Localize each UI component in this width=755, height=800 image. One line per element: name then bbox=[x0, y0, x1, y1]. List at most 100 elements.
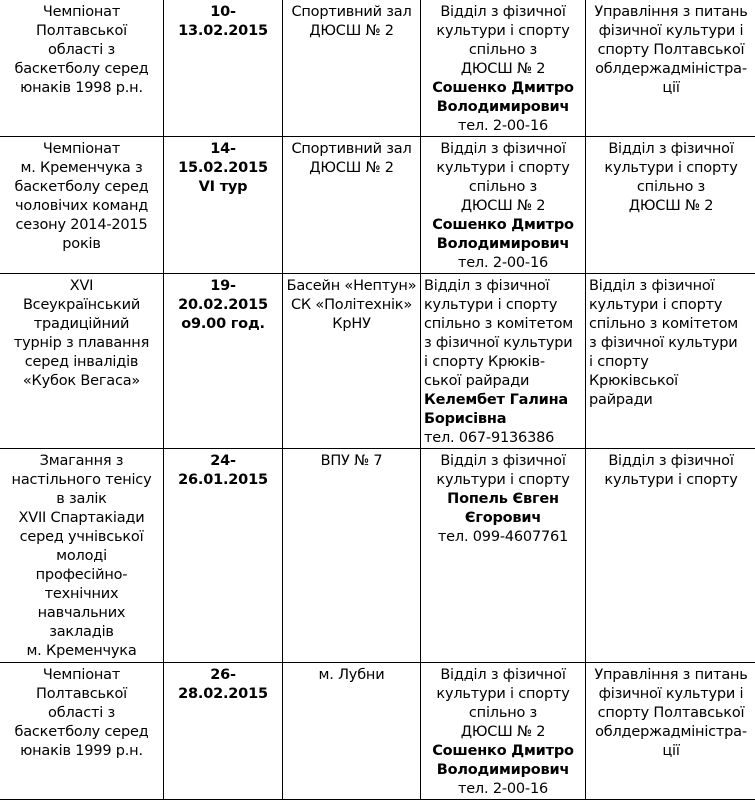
responsible-cell-line: з фізичної культури bbox=[424, 334, 582, 353]
responsible-cell-line: Відділ з фізичної bbox=[424, 452, 582, 471]
event-cell-line: області з bbox=[3, 41, 160, 60]
place-cell-line: Басейн «Нептун» bbox=[286, 277, 417, 296]
event-cell-line: «Кубок Вегаса» bbox=[3, 372, 160, 391]
organizer-cell-line: ції bbox=[589, 79, 753, 98]
organizer-cell-line: спільно з комітетом bbox=[589, 315, 753, 334]
place-cell-line: Спортивний зал bbox=[286, 140, 417, 159]
event-cell-line: м. Кременчука з bbox=[3, 159, 160, 178]
event-cell-line: серед інвалідів bbox=[3, 353, 160, 372]
event-cell-line: області з bbox=[3, 704, 160, 723]
organizer-cell-line: з фізичної культури bbox=[589, 334, 753, 353]
place-cell-line: ДЮСШ № 2 bbox=[286, 22, 417, 41]
responsible-cell-line: Володимирович bbox=[424, 235, 582, 254]
event-cell-line: в залік bbox=[3, 490, 160, 509]
responsible-cell-line: культури і спорту bbox=[424, 471, 582, 490]
organizer-cell-line: ДЮСШ № 2 bbox=[589, 197, 753, 216]
responsible-cell-line: Борисівна bbox=[424, 410, 582, 429]
responsible-cell-line: спільно з bbox=[424, 704, 582, 723]
organizer-cell-line: культури і спорту bbox=[589, 471, 753, 490]
organizer-cell-line: Управління з питань bbox=[589, 666, 753, 685]
responsible-cell-line: культури і спорту bbox=[424, 685, 582, 704]
organizer-cell-line: спорту Полтавської bbox=[589, 704, 753, 723]
organizer-cell-line: облдержадміністра- bbox=[589, 60, 753, 79]
responsible-cell-line: Відділ з фізичної bbox=[424, 140, 582, 159]
organizer-cell-line: спільно з bbox=[589, 178, 753, 197]
organizer-cell-line: Відділ з фізичної bbox=[589, 452, 753, 471]
responsible-cell-line: спільно з bbox=[424, 178, 582, 197]
responsible-cell-line: Відділ з фізичної bbox=[424, 3, 582, 22]
place-cell: Басейн «Нептун»СК «Політехнік»КрНУ bbox=[283, 274, 421, 449]
event-cell-line: настільного тенісу bbox=[3, 471, 160, 490]
event-cell-line: XVII Спартакіади bbox=[3, 509, 160, 528]
responsible-cell-line: ДЮСШ № 2 bbox=[424, 60, 582, 79]
organizer-cell-line: культури і спорту bbox=[589, 159, 753, 178]
responsible-cell-line: тел. 067-9136386 bbox=[424, 429, 582, 448]
date-cell-line: 10- bbox=[167, 3, 279, 22]
organizer-cell-line: Відділ з фізичної bbox=[589, 277, 753, 296]
organizer-cell-line: Управління з питань bbox=[589, 3, 753, 22]
date-cell-line: 24- bbox=[167, 452, 279, 471]
responsible-cell-line: Сошенко Дмитро bbox=[424, 742, 582, 761]
event-cell-line: юнаків 1998 р.н. bbox=[3, 79, 160, 98]
responsible-cell-line: спільно з комітетом bbox=[424, 315, 582, 334]
date-cell: 26-28.02.2015 bbox=[164, 663, 283, 800]
date-cell-line: о9.00 год. bbox=[167, 315, 279, 334]
responsible-cell-line: Єгорович bbox=[424, 509, 582, 528]
event-cell-line: Чемпіонат bbox=[3, 140, 160, 159]
event-cell-line: баскетболу серед bbox=[3, 723, 160, 742]
event-cell-line: баскетболу серед bbox=[3, 60, 160, 79]
organizer-cell-line: Крюківської bbox=[589, 372, 753, 391]
responsible-cell-line: тел. 2-00-16 bbox=[424, 254, 582, 273]
place-cell-line: КрНУ bbox=[286, 315, 417, 334]
event-cell-line: закладів bbox=[3, 623, 160, 642]
date-cell-line: 15.02.2015 bbox=[167, 159, 279, 178]
organizer-cell-line: спорту Полтавської bbox=[589, 41, 753, 60]
responsible-cell-line: культури і спорту bbox=[424, 159, 582, 178]
organizer-cell-line: фізичної культури і bbox=[589, 685, 753, 704]
date-cell-line: 19- bbox=[167, 277, 279, 296]
date-cell-line: 26- bbox=[167, 666, 279, 685]
organizer-cell-line: фізичної культури і bbox=[589, 22, 753, 41]
responsible-cell-line: Володимирович bbox=[424, 761, 582, 780]
event-cell-line: баскетболу серед bbox=[3, 178, 160, 197]
date-cell-line: 28.02.2015 bbox=[167, 685, 279, 704]
organizer-cell-line: Відділ з фізичної bbox=[589, 140, 753, 159]
event-cell-line: навчальних bbox=[3, 604, 160, 623]
event-cell-line: професійно- bbox=[3, 566, 160, 585]
event-cell-line: традиційний bbox=[3, 315, 160, 334]
place-cell-line: Спортивний зал bbox=[286, 3, 417, 22]
event-cell-line: чоловічих команд bbox=[3, 197, 160, 216]
date-cell: 24-26.01.2015 bbox=[164, 449, 283, 663]
event-cell-line: молоді bbox=[3, 547, 160, 566]
responsible-cell-line: ської райради bbox=[424, 372, 582, 391]
responsible-cell-line: Володимирович bbox=[424, 98, 582, 117]
responsible-cell-line: культури і спорту bbox=[424, 296, 582, 315]
responsible-cell-line: тел. 2-00-16 bbox=[424, 780, 582, 799]
event-cell-line: технічних bbox=[3, 585, 160, 604]
organizer-cell-line: ції bbox=[589, 742, 753, 761]
event-cell-line: м. Кременчука bbox=[3, 642, 160, 661]
responsible-cell-line: ДЮСШ № 2 bbox=[424, 723, 582, 742]
organizer-cell-line: і спорту bbox=[589, 353, 753, 372]
responsible-cell-line: Сошенко Дмитро bbox=[424, 216, 582, 235]
date-cell-line: 13.02.2015 bbox=[167, 22, 279, 41]
date-cell-line: VI тур bbox=[167, 178, 279, 197]
event-cell-line: серед учнівської bbox=[3, 528, 160, 547]
place-cell-line: м. Лубни bbox=[286, 666, 417, 685]
event-cell-line: років bbox=[3, 235, 160, 254]
